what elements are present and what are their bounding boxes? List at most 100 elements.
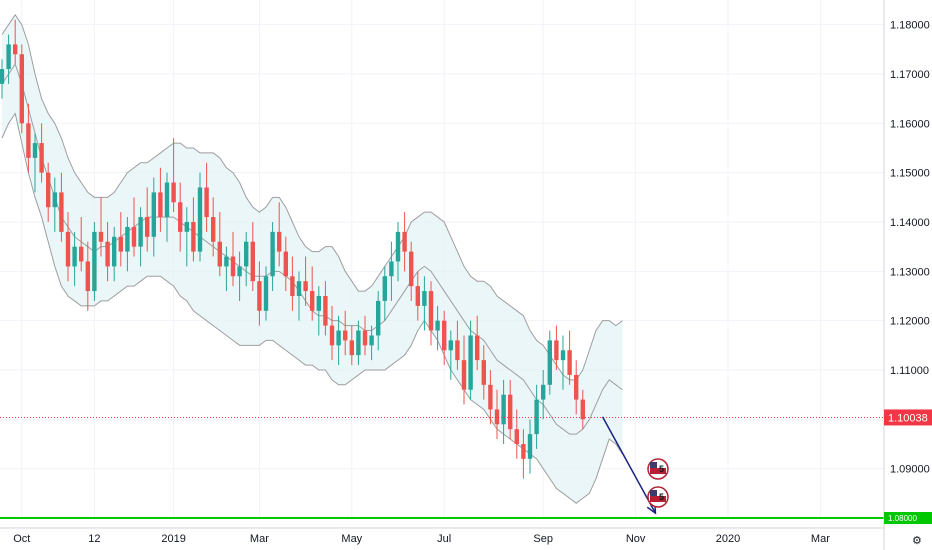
candle-body	[409, 251, 414, 287]
candle-body	[527, 434, 533, 459]
candle	[283, 236, 288, 292]
candle	[112, 226, 117, 282]
band-lower-line	[1, 112, 623, 504]
grid-lines	[0, 0, 884, 518]
candle-body	[283, 251, 288, 277]
candle-body	[257, 281, 262, 311]
candle	[494, 389, 500, 440]
candle	[560, 335, 566, 390]
candle	[527, 419, 533, 474]
candle-body	[112, 236, 117, 267]
candle-body	[567, 350, 572, 375]
x-tick-label: Oct	[13, 533, 30, 545]
badge-label: 5	[659, 492, 664, 502]
x-tick-label: Jul	[437, 533, 451, 545]
candle	[508, 379, 513, 440]
candle	[310, 266, 315, 321]
candle-body	[376, 300, 381, 336]
candle	[409, 241, 414, 301]
support-label: 1.08000	[888, 514, 917, 523]
candle	[402, 212, 407, 272]
candle	[211, 197, 216, 257]
candle-body	[26, 123, 31, 158]
x-tick-label: Mar	[250, 533, 269, 545]
candle-body	[349, 340, 354, 356]
candle-body	[547, 340, 552, 385]
candle-body	[277, 231, 282, 252]
candle-body	[514, 429, 519, 444]
candle	[316, 286, 321, 336]
candle	[257, 261, 262, 326]
candle	[19, 44, 24, 134]
candle-body	[92, 231, 97, 292]
candle-body	[560, 350, 566, 361]
candle	[204, 162, 209, 232]
x-tick-label: 2019	[161, 533, 185, 545]
candle	[0, 59, 5, 99]
candle-body	[323, 296, 328, 326]
candle-body	[316, 296, 321, 311]
x-tick-label: 12	[88, 533, 100, 545]
candle	[79, 217, 84, 272]
candle-body	[442, 320, 447, 351]
candle-body	[65, 231, 71, 267]
x-tick-label: Mar	[811, 533, 830, 545]
candle	[481, 345, 486, 400]
candle-body	[72, 246, 77, 267]
candle-body	[369, 335, 374, 346]
candle	[422, 276, 427, 331]
x-tick-label: Nov	[626, 533, 646, 545]
candle	[323, 281, 328, 336]
candle-body	[389, 261, 394, 277]
y-tick-label: 1.18000	[890, 20, 930, 32]
candle-body	[329, 325, 335, 346]
candle-body	[125, 226, 130, 252]
band-fill	[2, 14, 623, 504]
last-price-tag	[884, 409, 932, 426]
x-tick-label: 2020	[716, 533, 740, 545]
candle	[72, 231, 77, 287]
candle	[382, 266, 387, 321]
candle	[98, 197, 104, 257]
candle-body	[475, 335, 480, 361]
last-price-label: 1.10038	[888, 412, 928, 424]
candle	[191, 197, 196, 262]
x-tick-label: May	[341, 533, 362, 545]
candle	[389, 241, 394, 301]
candle-body	[131, 226, 137, 247]
candle	[184, 207, 189, 267]
candle	[217, 212, 222, 277]
candle-body	[402, 231, 407, 252]
candle-body	[138, 217, 143, 247]
candle	[435, 305, 440, 351]
candle	[415, 271, 420, 321]
overlays: 55	[0, 416, 932, 519]
candle	[39, 123, 44, 183]
flag-canton	[650, 462, 657, 468]
candle-body	[468, 335, 473, 390]
candle-body	[494, 409, 500, 425]
candle	[349, 325, 354, 366]
candle-body	[422, 291, 427, 306]
candle	[521, 429, 526, 479]
candle-body	[118, 236, 123, 252]
candle	[158, 167, 163, 232]
candle	[475, 315, 480, 370]
candle-body	[448, 340, 453, 351]
y-tick-label: 1.09000	[890, 464, 930, 476]
candle-body	[224, 256, 229, 267]
event-badge-2: 5	[647, 486, 669, 508]
projection-arrow	[601, 416, 657, 514]
candle	[52, 177, 57, 232]
candle-body	[382, 276, 387, 301]
candle	[296, 271, 302, 321]
candle-body	[455, 340, 460, 361]
candle-body	[501, 394, 506, 425]
candle	[270, 222, 275, 292]
candle-body	[39, 143, 44, 173]
candle-body	[508, 394, 513, 430]
candle	[224, 246, 229, 292]
candle	[125, 217, 130, 272]
y-tick-label: 1.11000	[890, 365, 929, 377]
